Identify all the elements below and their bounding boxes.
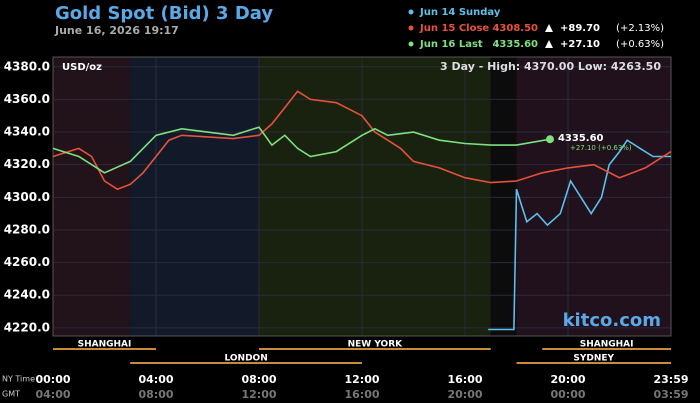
session-band xyxy=(516,57,671,336)
session-band xyxy=(259,57,491,336)
x-tick-label-gmt: 20:00 xyxy=(447,388,482,401)
x-tick-label-gmt: 12:00 xyxy=(241,388,276,401)
session-band xyxy=(53,57,131,336)
legend-dot xyxy=(408,9,414,15)
x-row-label: GMT xyxy=(2,390,20,399)
series-line xyxy=(488,139,671,331)
session-label: SYDNEY xyxy=(573,354,614,364)
x-tick-label-gmt: 03:59 xyxy=(653,388,688,401)
session-label: LONDON xyxy=(224,354,267,364)
session-label: NEW YORK xyxy=(348,340,404,350)
x-tick-label: 20:00 xyxy=(550,373,585,386)
legend-name: Jun 14 Sunday xyxy=(419,7,501,18)
x-tick-label: 08:00 xyxy=(241,373,276,386)
range-label: 3 Day - High: 4370.00 Low: 4263.50 xyxy=(440,60,661,73)
series-line xyxy=(52,90,672,191)
x-tick-label: 23:59 xyxy=(653,373,688,386)
y-tick-label: 4220.0 xyxy=(4,320,50,334)
legend-pct: (+0.63%) xyxy=(616,39,664,50)
y-tick-label: 4360.0 xyxy=(4,92,50,106)
legend-name: Jun 16 Last xyxy=(419,39,483,50)
y-tick-label: 4340.0 xyxy=(4,125,50,139)
legend-dot xyxy=(408,41,414,47)
x-tick-label-gmt: 16:00 xyxy=(344,388,379,401)
x-row-label: NY Time xyxy=(2,375,35,384)
x-tick-label: 00:00 xyxy=(35,373,70,386)
annotation-sublabel: +27.10 (+0.63%) xyxy=(570,144,632,152)
annotation-label: 4335.60 xyxy=(558,133,604,144)
legend-dot xyxy=(408,25,414,31)
last-point xyxy=(545,135,554,144)
legend-name: Jun 15 Close xyxy=(419,23,489,34)
y-tick-label: 4260.0 xyxy=(4,255,50,269)
session-band xyxy=(130,57,259,336)
legend-change: +89.70 xyxy=(560,23,600,34)
plot-border xyxy=(52,56,672,337)
x-tick-label: 04:00 xyxy=(138,373,173,386)
legend-close: 4335.60 xyxy=(492,39,538,50)
unit-label: USD/oz xyxy=(62,62,102,73)
x-tick-label: 12:00 xyxy=(344,373,379,386)
legend-arrow xyxy=(545,24,553,32)
legend-pct: (+2.13%) xyxy=(616,23,664,34)
watermark: kitco.com xyxy=(563,310,661,331)
y-tick-label: 4280.0 xyxy=(4,222,50,236)
session-label: SHANGHAI xyxy=(78,340,132,350)
x-tick-label-gmt: 00:00 xyxy=(550,388,585,401)
y-tick-label: 4380.0 xyxy=(4,59,50,73)
x-tick-label: 16:00 xyxy=(447,373,482,386)
session-band xyxy=(490,57,517,336)
y-tick-label: 4300.0 xyxy=(4,190,50,204)
y-tick-label: 4240.0 xyxy=(4,288,50,302)
chart-title: Gold Spot (Bid) 3 Day xyxy=(55,3,273,24)
legend-arrow xyxy=(545,40,553,48)
series-line xyxy=(52,126,551,174)
session-label: SHANGHAI xyxy=(580,340,634,350)
chart-subtitle: June 16, 2026 19:17 xyxy=(54,24,179,37)
legend-change: +27.10 xyxy=(560,39,600,50)
legend-close: 4308.50 xyxy=(492,23,538,34)
x-tick-label-gmt: 04:00 xyxy=(35,388,70,401)
y-tick-label: 4320.0 xyxy=(4,157,50,171)
x-tick-label-gmt: 08:00 xyxy=(138,388,173,401)
